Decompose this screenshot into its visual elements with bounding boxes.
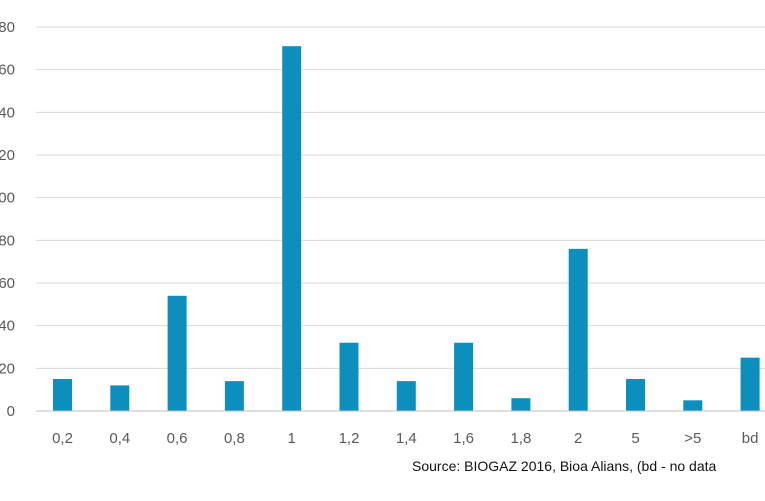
y-tick-label: 160 [0,62,15,79]
y-axis-ticks: 0 20 40 60 80 100 120 140 160 180 [0,19,15,420]
x-tick-label: 1,4 [396,430,417,447]
x-tick-label: bd [742,430,759,447]
bar [396,381,416,411]
x-tick-label: 1,6 [453,430,474,447]
bar [626,379,645,411]
bars [53,46,760,411]
y-tick-label: 0 [7,403,15,420]
x-tick-label: 5 [631,430,639,447]
bar [167,295,187,411]
y-tick-label: 180 [0,19,15,36]
y-tick-label: 60 [0,275,15,292]
x-tick-label: 1,8 [510,430,531,447]
y-tick-label: 80 [0,232,15,249]
bar [110,385,130,411]
gridlines [36,26,765,369]
y-tick-label: 140 [0,104,15,121]
x-tick-label: 0,2 [52,430,73,447]
bar [683,400,703,411]
x-tick-label: 0,8 [224,430,245,447]
bar [454,342,474,411]
bar [224,381,244,411]
x-axis-ticks: 0,2 0,4 0,6 0,8 1 1,2 1,4 1,6 1,8 2 5 >5 bd [52,430,758,447]
x-tick-label: 0,6 [167,430,188,447]
x-tick-label: 1,2 [339,430,360,447]
y-tick-label: 120 [0,147,15,164]
y-tick-label: 20 [0,360,15,377]
bar [568,248,588,411]
x-tick-label: 2 [574,430,582,447]
y-tick-label: 40 [0,318,15,335]
bar [53,379,72,411]
x-tick-label: 0,4 [109,430,130,447]
bar [511,398,531,411]
bar [282,46,302,411]
x-tick-label: >5 [684,430,701,447]
x-tick-label: 1 [288,430,296,447]
source-note: Source: BIOGAZ 2016, Bioa Alians, (bd - … [412,458,717,474]
bar [740,357,760,411]
y-tick-label: 100 [0,190,15,207]
bar [339,342,359,411]
